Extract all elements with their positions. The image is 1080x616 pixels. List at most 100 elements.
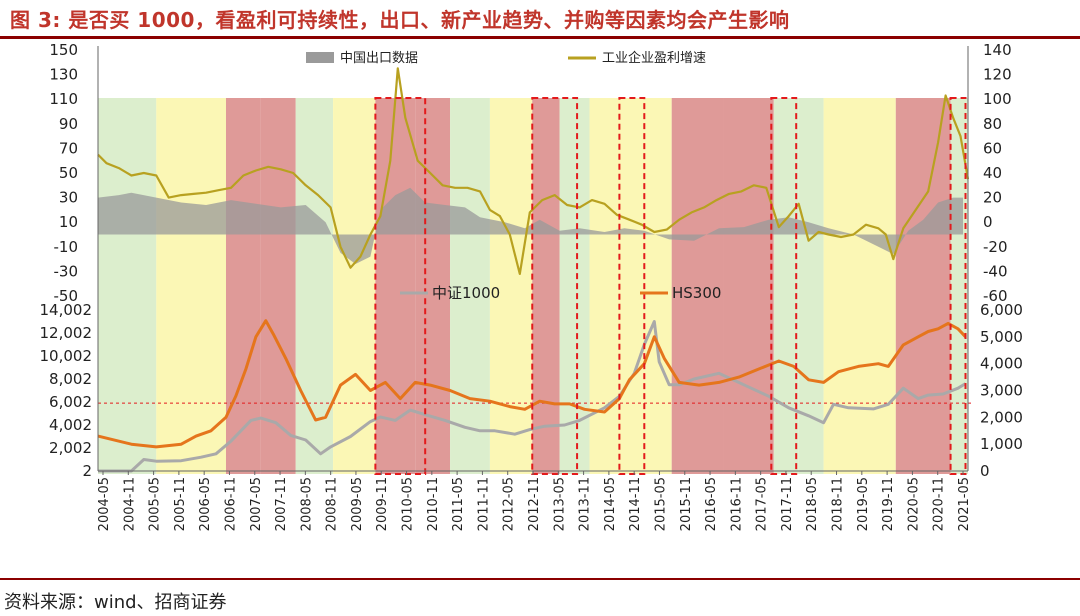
y-tick-label-top-left: 110 bbox=[49, 90, 78, 108]
highlight-box bbox=[618, 97, 646, 475]
x-tick-label: 2019-05 bbox=[856, 477, 871, 531]
x-tick-label: 2009-11 bbox=[375, 477, 390, 531]
period-region bbox=[895, 98, 951, 474]
period-region bbox=[450, 98, 490, 474]
x-tick-label: 2006-05 bbox=[198, 477, 213, 531]
x-tick-label: 2016-11 bbox=[729, 477, 744, 531]
top-rule bbox=[0, 36, 1080, 39]
period-region bbox=[559, 98, 590, 474]
profit-line-group bbox=[97, 67, 970, 275]
highlight-box bbox=[374, 97, 427, 475]
x-tick-label: 2017-11 bbox=[780, 477, 795, 531]
y-tick-label-bottom-right: 4,000 bbox=[980, 355, 1023, 373]
y-tick-label-top-right: 20 bbox=[983, 189, 1002, 207]
period-region bbox=[532, 98, 560, 474]
x-tick-label: 2015-11 bbox=[679, 477, 694, 531]
highlight-box bbox=[531, 97, 579, 475]
period-region bbox=[98, 98, 157, 474]
y-tick-label-bottom-right: 2,000 bbox=[980, 408, 1023, 426]
x-tick-label: 2019-11 bbox=[881, 477, 896, 531]
x-tick-label: 2010-05 bbox=[401, 477, 416, 531]
export-area-series bbox=[98, 187, 964, 264]
period-region bbox=[225, 98, 261, 474]
y-tick-label-bottom-right: 1,000 bbox=[980, 435, 1023, 453]
index-lines-group bbox=[97, 319, 967, 473]
y-tick-label-top-right: 120 bbox=[983, 66, 1012, 84]
period-region bbox=[333, 98, 376, 474]
x-tick-label: 2020-05 bbox=[906, 477, 921, 531]
x-tick-label: 2007-05 bbox=[249, 477, 264, 531]
y-tick-label-top-left: 70 bbox=[59, 139, 78, 157]
x-tick-label: 2021-05 bbox=[957, 477, 972, 531]
x-tick-label: 2017-05 bbox=[755, 477, 770, 531]
period-region bbox=[260, 98, 296, 474]
y-tick-label-top-left: 50 bbox=[59, 164, 78, 182]
period-shading bbox=[98, 98, 968, 474]
export-area-group bbox=[98, 187, 964, 264]
x-tick-label: 2012-11 bbox=[527, 477, 542, 531]
period-region bbox=[773, 98, 799, 474]
csi1000-line bbox=[98, 320, 967, 473]
period-region bbox=[723, 98, 774, 474]
x-tick-label: 2011-11 bbox=[476, 477, 491, 531]
x-tick-label: 2004-05 bbox=[97, 477, 112, 531]
legend-label-profit: 工业企业盈利增速 bbox=[602, 50, 706, 66]
top-panel bbox=[97, 67, 970, 275]
x-tick-label: 2009-05 bbox=[350, 477, 365, 531]
x-tick-label: 2008-11 bbox=[325, 477, 340, 531]
x-tick-label: 2010-11 bbox=[426, 477, 441, 531]
x-tick-label: 2020-11 bbox=[932, 477, 947, 531]
y-tick-label-top-right: -20 bbox=[983, 238, 1008, 256]
x-tick-label: 2007-11 bbox=[274, 477, 289, 531]
x-tick-label: 2005-05 bbox=[148, 477, 163, 531]
y-tick-label-top-left: 10 bbox=[59, 213, 78, 231]
x-tick-label: 2011-05 bbox=[451, 477, 466, 531]
legend-label-exports: 中国出口数据 bbox=[340, 51, 418, 66]
y-tick-label-top-left: 30 bbox=[59, 189, 78, 207]
y-tick-label-top-left: 90 bbox=[59, 115, 78, 133]
period-region bbox=[823, 98, 896, 474]
highlight-box bbox=[770, 97, 798, 475]
y-tick-label-top-right: -60 bbox=[983, 287, 1008, 305]
axes: 150 130 110 90 70 50 30 10 -10 -30 -50 140 120 100 80 6… bbox=[40, 41, 1023, 531]
period-region bbox=[415, 98, 451, 474]
y-tick-label-bottom-left: 2,002 bbox=[49, 439, 92, 457]
y-tick-label-top-right: 100 bbox=[983, 90, 1012, 108]
highlight-boxes bbox=[374, 97, 967, 475]
y-tick-label-top-right: 80 bbox=[983, 115, 1002, 133]
profit-growth-line bbox=[97, 67, 970, 275]
y-tick-label-top-left: 130 bbox=[49, 66, 78, 84]
period-region bbox=[156, 98, 226, 474]
y-tick-label-top-left: -50 bbox=[54, 287, 79, 305]
x-tick-label: 2014-11 bbox=[628, 477, 643, 531]
x-tick-label: 2004-11 bbox=[122, 477, 137, 531]
legend-label-hs300: HS300 bbox=[672, 284, 721, 302]
y-tick-label-bottom-left: 12,002 bbox=[40, 324, 93, 342]
y-tick-label-top-right: 60 bbox=[983, 139, 1002, 157]
y-tick-label-bottom-left: 4,002 bbox=[49, 416, 92, 434]
hs300-line bbox=[97, 319, 967, 449]
x-tick-label: 2013-05 bbox=[552, 477, 567, 531]
x-tick-label: 2018-05 bbox=[805, 477, 820, 531]
y-tick-label-top-left: -10 bbox=[54, 238, 79, 256]
y-tick-label-top-left: -30 bbox=[54, 262, 79, 280]
x-tick-label: 2016-05 bbox=[704, 477, 719, 531]
x-tick-label: 2012-05 bbox=[502, 477, 517, 531]
chart-canvas: 150 130 110 90 70 50 30 10 -10 -30 -50 140 120 100 80 6… bbox=[40, 41, 1023, 531]
y-tick-label-bottom-left: 14,002 bbox=[40, 301, 93, 319]
period-region bbox=[671, 98, 724, 474]
legend-label-csi1000: 中证1000 bbox=[432, 284, 500, 302]
y-tick-label-bottom-left: 8,002 bbox=[49, 370, 92, 388]
bottom-panel bbox=[97, 319, 974, 473]
figure-title: 图 3: 是否买 1000，看盈利可持续性，出口、新产业趋势、并购等因素均会产生… bbox=[10, 8, 790, 32]
y-tick-label-bottom-left: 6,002 bbox=[49, 393, 92, 411]
y-tick-label-top-right: 40 bbox=[983, 164, 1002, 182]
x-tick-label: 2013-11 bbox=[578, 477, 593, 531]
x-tick-label: 2014-05 bbox=[603, 477, 618, 531]
x-tick-label: 2005-11 bbox=[173, 477, 188, 531]
legend-swatch-exports bbox=[306, 52, 334, 63]
source-note: 资料来源：wind、招商证券 bbox=[4, 592, 227, 613]
y-tick-label-bottom-right: 0 bbox=[980, 462, 990, 480]
y-tick-label-top-right: 140 bbox=[983, 41, 1012, 59]
y-tick-label-bottom-right: 5,000 bbox=[980, 328, 1023, 346]
